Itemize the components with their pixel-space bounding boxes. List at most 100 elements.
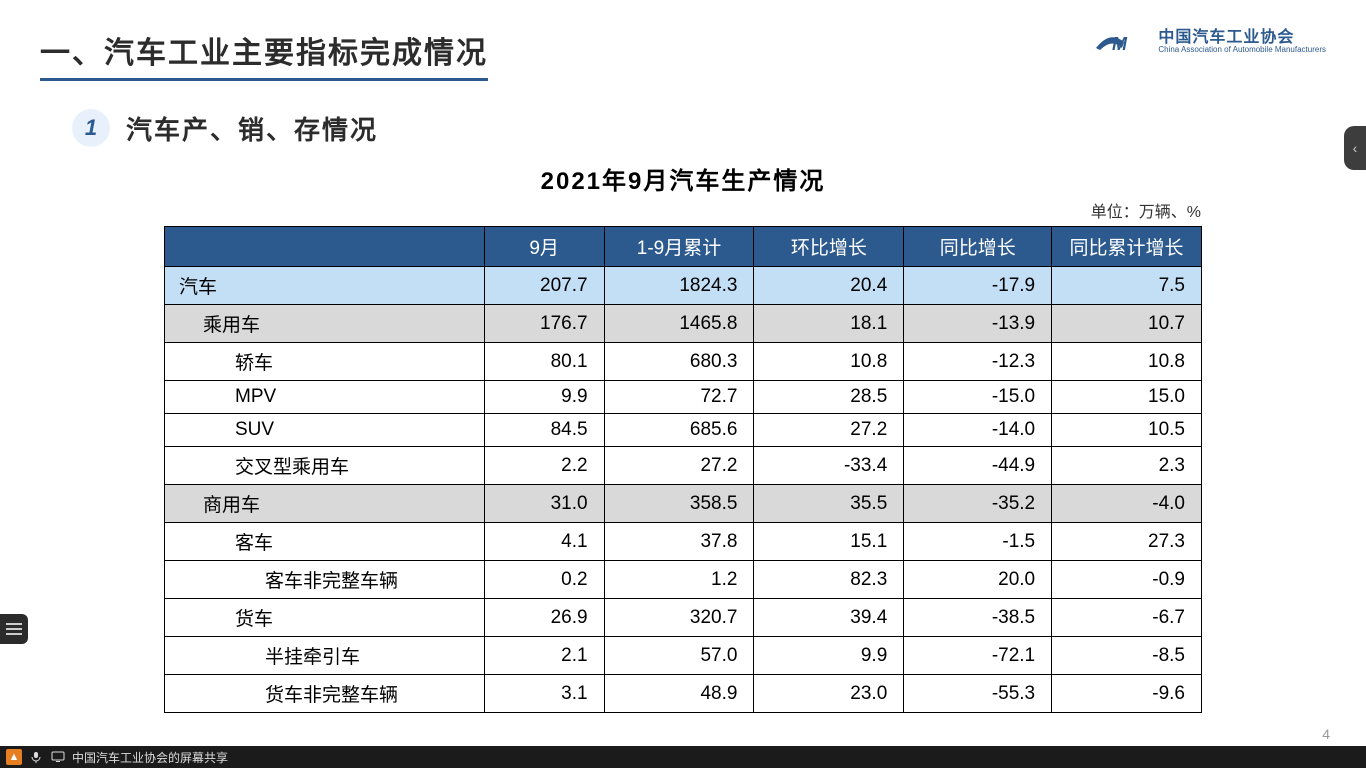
table-col-4: 同比增长 [904, 227, 1052, 267]
table-col-1: 9月 [484, 227, 604, 267]
row-value: 72.7 [604, 381, 754, 414]
row-value: 35.5 [754, 485, 904, 523]
row-value: 26.9 [484, 599, 604, 637]
row-value: 18.1 [754, 305, 904, 343]
production-table: 9月1-9月累计环比增长同比增长同比累计增长 汽车207.71824.320.4… [164, 226, 1202, 713]
screen-share-icon[interactable] [50, 749, 66, 765]
row-value: 84.5 [484, 414, 604, 447]
table-col-2: 1-9月累计 [604, 227, 754, 267]
row-label: 汽车 [165, 267, 485, 305]
row-value: 37.8 [604, 523, 754, 561]
table-row: 汽车207.71824.320.4-17.97.5 [165, 267, 1202, 305]
row-value: -4.0 [1052, 485, 1202, 523]
row-value: -0.9 [1052, 561, 1202, 599]
row-label: 货车非完整车辆 [165, 675, 485, 713]
subsection-header: 1 汽车产、销、存情况 [72, 109, 1366, 147]
row-value: 4.1 [484, 523, 604, 561]
row-label: 货车 [165, 599, 485, 637]
table-row: 乘用车176.71465.818.1-13.910.7 [165, 305, 1202, 343]
row-value: 207.7 [484, 267, 604, 305]
subsection-number-badge: 1 [72, 109, 110, 147]
row-value: -55.3 [904, 675, 1052, 713]
row-value: 10.7 [1052, 305, 1202, 343]
row-value: 28.5 [754, 381, 904, 414]
row-value: 680.3 [604, 343, 754, 381]
row-label: 客车 [165, 523, 485, 561]
table-row: 客车4.137.815.1-1.527.3 [165, 523, 1202, 561]
row-value: 176.7 [484, 305, 604, 343]
table-unit-label: 单位：万辆、% [0, 198, 1201, 222]
table-col-label [165, 227, 485, 267]
table-row: 货车非完整车辆3.148.923.0-55.3-9.6 [165, 675, 1202, 713]
row-value: 48.9 [604, 675, 754, 713]
row-value: 39.4 [754, 599, 904, 637]
row-value: -35.2 [904, 485, 1052, 523]
row-value: -9.6 [1052, 675, 1202, 713]
row-value: 31.0 [484, 485, 604, 523]
side-collapse-tab[interactable]: ‹ [1344, 126, 1366, 170]
table-row: 货车26.9320.739.4-38.5-6.7 [165, 599, 1202, 637]
row-value: 1.2 [604, 561, 754, 599]
page-number: 4 [1322, 726, 1330, 742]
row-value: -33.4 [754, 447, 904, 485]
row-value: 1465.8 [604, 305, 754, 343]
presenter-avatar-icon: ▲ [6, 749, 22, 765]
row-value: 9.9 [754, 637, 904, 675]
row-label: 轿车 [165, 343, 485, 381]
table-row: 半挂牵引车2.157.09.9-72.1-8.5 [165, 637, 1202, 675]
logo-text-cn: 中国汽车工业协会 [1158, 29, 1326, 47]
subsection-title: 汽车产、销、存情况 [126, 110, 378, 147]
section-title-prefix: 一、 [40, 37, 104, 70]
row-value: 0.2 [484, 561, 604, 599]
row-value: 2.2 [484, 447, 604, 485]
row-value: 15.1 [754, 523, 904, 561]
row-value: 27.3 [1052, 523, 1202, 561]
row-value: 80.1 [484, 343, 604, 381]
row-value: -12.3 [904, 343, 1052, 381]
mic-icon[interactable] [28, 749, 44, 765]
row-value: -8.5 [1052, 637, 1202, 675]
row-label: 商用车 [165, 485, 485, 523]
row-value: 9.9 [484, 381, 604, 414]
conference-bottom-bar: ▲ 中国汽车工业协会的屏幕共享 [0, 746, 1366, 768]
row-value: -72.1 [904, 637, 1052, 675]
table-row: 客车非完整车辆0.21.282.320.0-0.9 [165, 561, 1202, 599]
row-label: SUV [165, 414, 485, 447]
row-value: 15.0 [1052, 381, 1202, 414]
table-row: 轿车80.1680.310.8-12.310.8 [165, 343, 1202, 381]
svg-text:M: M [1112, 34, 1128, 54]
row-value: 82.3 [754, 561, 904, 599]
table-row: 商用车31.0358.535.5-35.2-4.0 [165, 485, 1202, 523]
table-row: 交叉型乘用车2.227.2-33.4-44.92.3 [165, 447, 1202, 485]
row-value: -44.9 [904, 447, 1052, 485]
section-title: 一、汽车工业主要指标完成情况 [40, 28, 488, 81]
row-value: -6.7 [1052, 599, 1202, 637]
row-label: MPV [165, 381, 485, 414]
table-col-3: 环比增长 [754, 227, 904, 267]
row-value: 27.2 [604, 447, 754, 485]
row-value: 10.5 [1052, 414, 1202, 447]
logo-mark-icon: M [1092, 28, 1148, 56]
row-value: 7.5 [1052, 267, 1202, 305]
row-value: 3.1 [484, 675, 604, 713]
row-value: -14.0 [904, 414, 1052, 447]
row-value: 358.5 [604, 485, 754, 523]
side-list-tab[interactable] [0, 614, 28, 644]
row-value: -38.5 [904, 599, 1052, 637]
presenter-label: 中国汽车工业协会的屏幕共享 [72, 749, 228, 766]
row-label: 半挂牵引车 [165, 637, 485, 675]
row-value: -1.5 [904, 523, 1052, 561]
row-value: 685.6 [604, 414, 754, 447]
row-label: 客车非完整车辆 [165, 561, 485, 599]
row-value: 1824.3 [604, 267, 754, 305]
row-value: -13.9 [904, 305, 1052, 343]
row-value: 20.4 [754, 267, 904, 305]
table-title: 2021年9月汽车生产情况 [0, 161, 1366, 196]
table-row: SUV84.5685.627.2-14.010.5 [165, 414, 1202, 447]
row-value: 10.8 [754, 343, 904, 381]
row-value: 57.0 [604, 637, 754, 675]
row-value: -17.9 [904, 267, 1052, 305]
row-value: 27.2 [754, 414, 904, 447]
table-row: MPV9.972.728.5-15.015.0 [165, 381, 1202, 414]
table-header-row: 9月1-9月累计环比增长同比增长同比累计增长 [165, 227, 1202, 267]
